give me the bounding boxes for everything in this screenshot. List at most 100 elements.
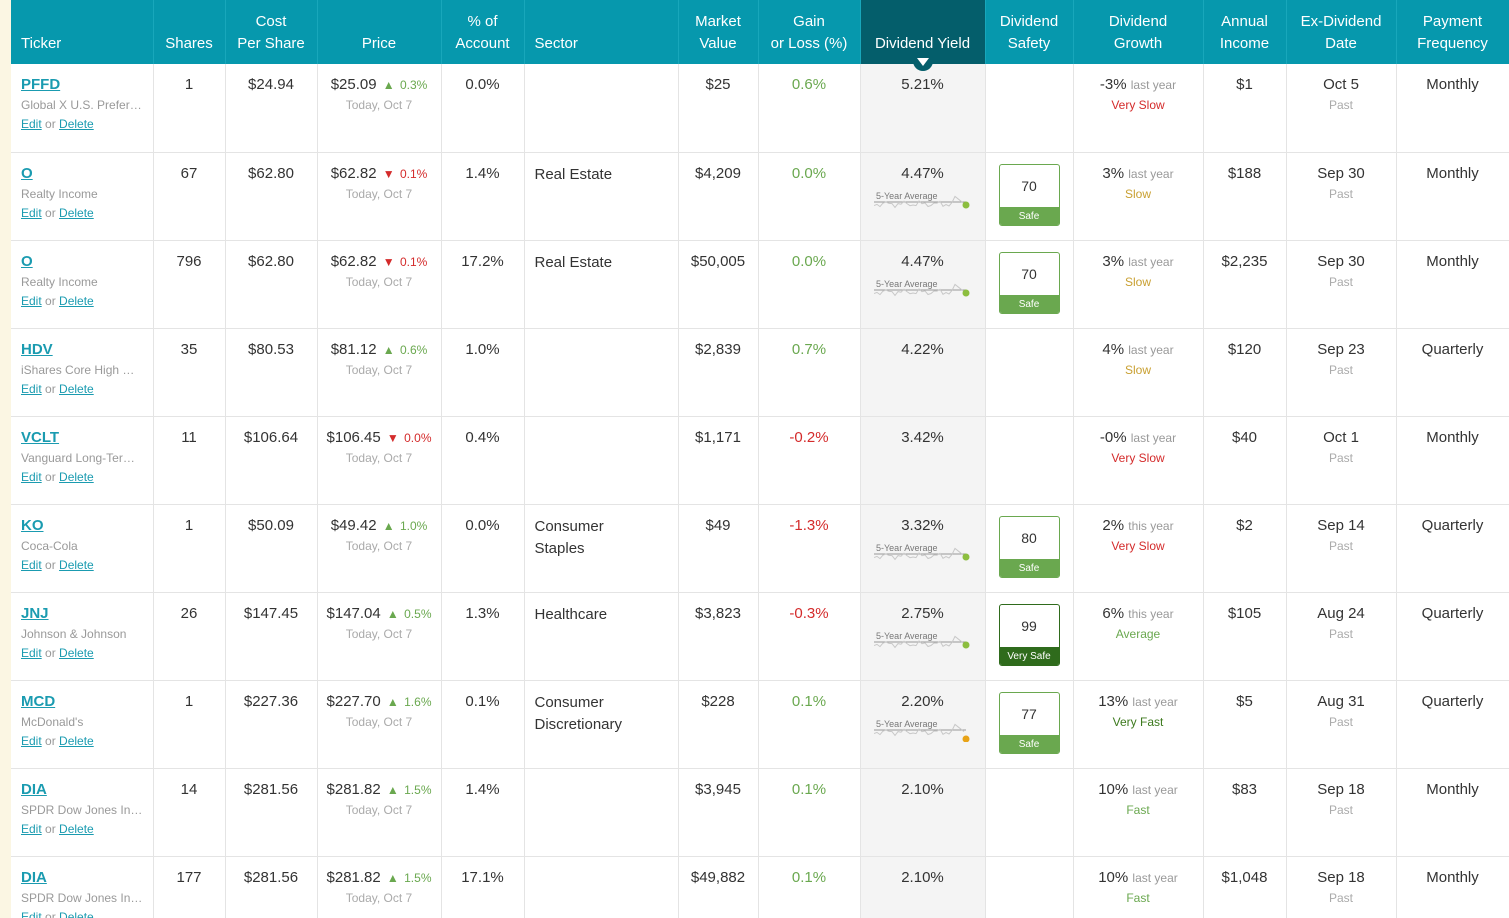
- price-change: 1.5%: [400, 782, 432, 797]
- column-header-exdiv[interactable]: Ex-Dividend Date: [1286, 0, 1397, 64]
- ticker-cell: DIA SPDR Dow Jones In… Edit or Delete: [11, 768, 154, 857]
- column-header-safety[interactable]: Dividend Safety: [985, 0, 1074, 64]
- edit-link[interactable]: Edit: [21, 909, 42, 918]
- ex-dividend-cell: Sep 30 Past: [1286, 240, 1397, 329]
- ticker-link[interactable]: VCLT: [21, 428, 60, 446]
- column-header-freq[interactable]: Payment Frequency: [1396, 0, 1509, 64]
- column-header-gain[interactable]: Gain or Loss (%): [758, 0, 861, 64]
- safety-score-badge[interactable]: 70 Safe: [998, 163, 1060, 226]
- edit-link[interactable]: Edit: [21, 293, 42, 308]
- edit-link[interactable]: Edit: [21, 645, 42, 660]
- delete-link[interactable]: Delete: [59, 205, 94, 220]
- ticker-link[interactable]: PFFD: [21, 76, 61, 93]
- ticker-link[interactable]: DIA: [21, 868, 47, 886]
- down-arrow-icon: ▼: [386, 430, 399, 445]
- ticker-link[interactable]: O: [21, 252, 33, 270]
- edit-link[interactable]: Edit: [21, 205, 42, 220]
- ex-dividend-cell: Sep 14 Past: [1286, 504, 1397, 593]
- price-line: $62.82 ▼ 0.1%: [322, 253, 437, 270]
- growth-period: last year: [1130, 78, 1177, 92]
- column-header-shares[interactable]: Shares: [153, 0, 226, 64]
- market-value-cell: $49,882: [678, 856, 759, 918]
- down-arrow-icon: ▼: [382, 166, 395, 181]
- growth-cell: 3% last year Slow: [1073, 240, 1204, 329]
- edit-link[interactable]: Edit: [21, 469, 42, 484]
- annual-income-cell: $2: [1203, 504, 1287, 593]
- growth-line: 4% last year: [1078, 341, 1199, 358]
- yield-cell: 3.32% 5-Year Average: [860, 504, 986, 593]
- delete-link[interactable]: Delete: [59, 293, 94, 308]
- company-name: SPDR Dow Jones In…: [21, 890, 143, 905]
- edit-link[interactable]: Edit: [21, 117, 42, 131]
- market-value-cell: $25: [678, 64, 759, 153]
- price-cell: $281.82 ▲ 1.5% Today, Oct 7: [317, 856, 442, 918]
- growth-period: this year: [1128, 518, 1174, 533]
- column-header-sector[interactable]: Sector: [524, 0, 679, 64]
- column-header-cost[interactable]: Cost Per Share: [225, 0, 318, 64]
- delete-link[interactable]: Delete: [59, 557, 94, 572]
- payment-frequency-cell: Quarterly: [1396, 680, 1509, 769]
- delete-link[interactable]: Delete: [59, 909, 94, 918]
- ticker-cell: O Realty Income Edit or Delete: [11, 240, 154, 329]
- delete-link[interactable]: Delete: [59, 733, 94, 748]
- column-header-mv[interactable]: Market Value: [678, 0, 759, 64]
- ticker-link[interactable]: MCD: [21, 692, 56, 710]
- ex-dividend-status: Past: [1328, 714, 1353, 729]
- yield-value: 4.22%: [901, 340, 944, 358]
- column-header-income[interactable]: Annual Income: [1203, 0, 1287, 64]
- safety-score-badge[interactable]: 80 Safe: [998, 515, 1060, 578]
- table-header-row: Ticker Shares Cost Per Share Price% of Accoun…: [11, 0, 1509, 71]
- column-header-growth[interactable]: Dividend Growth: [1073, 0, 1204, 64]
- delete-link[interactable]: Delete: [59, 381, 94, 396]
- price-date: Today, Oct 7: [345, 186, 413, 201]
- ex-dividend-date: Sep 18: [1317, 780, 1365, 798]
- delete-link[interactable]: Delete: [59, 821, 94, 836]
- edit-link[interactable]: Edit: [21, 557, 42, 572]
- price-value: $25.09: [330, 76, 381, 93]
- ticker-link[interactable]: JNJ: [21, 604, 49, 622]
- edit-link[interactable]: Edit: [21, 821, 42, 836]
- up-arrow-icon: ▲: [386, 782, 399, 797]
- row-actions: Edit or Delete: [21, 910, 149, 918]
- yield-sparkline: 5-Year Average: [873, 279, 969, 296]
- delete-link[interactable]: Delete: [59, 117, 94, 131]
- price-line: $106.45 ▼ 0.0%: [322, 429, 437, 446]
- safety-label: Very Safe: [999, 646, 1059, 665]
- ticker-link[interactable]: KO: [21, 516, 44, 534]
- svg-text:5-Year Average: 5-Year Average: [876, 543, 938, 553]
- growth-cell: 4% last year Slow: [1073, 328, 1204, 417]
- column-header-yield[interactable]: Dividend Yield: [860, 0, 986, 71]
- ticker-link[interactable]: HDV: [21, 340, 53, 358]
- account-pct-cell: 0.1%: [441, 680, 525, 769]
- yield-value: 4.47%: [901, 252, 944, 270]
- column-header-price[interactable]: Price: [317, 0, 442, 64]
- ticker-cell: O Realty Income Edit or Delete: [11, 152, 154, 241]
- ex-dividend-date: Sep 18: [1317, 868, 1365, 886]
- cost-cell: $62.80: [225, 152, 318, 241]
- ticker-cell: PFFD Global X U.S. Prefer… Edit or Delete: [11, 64, 154, 153]
- ticker-link[interactable]: DIA: [21, 780, 47, 798]
- growth-speed: Slow: [1124, 362, 1151, 377]
- safety-score-badge[interactable]: 77 Safe: [998, 691, 1060, 754]
- account-pct-cell: 1.0%: [441, 328, 525, 417]
- safety-cell: 70 Safe: [985, 240, 1074, 329]
- delete-link[interactable]: Delete: [59, 469, 94, 484]
- delete-link[interactable]: Delete: [59, 645, 94, 660]
- column-header-pct[interactable]: % of Account: [441, 0, 525, 64]
- growth-speed: Slow: [1124, 186, 1151, 201]
- price-cell: $62.82 ▼ 0.1% Today, Oct 7: [317, 240, 442, 329]
- edit-link[interactable]: Edit: [21, 381, 42, 396]
- edit-link[interactable]: Edit: [21, 733, 42, 748]
- market-value-cell: $4,209: [678, 152, 759, 241]
- gain-cell: 0.1%: [758, 856, 861, 918]
- growth-cell: 13% last year Very Fast: [1073, 680, 1204, 769]
- safety-score-badge[interactable]: 99 Very Safe: [998, 603, 1060, 666]
- ex-dividend-cell: Sep 30 Past: [1286, 152, 1397, 241]
- safety-score-badge[interactable]: 70 Safe: [998, 251, 1060, 314]
- price-line: $62.82 ▼ 0.1%: [322, 165, 437, 182]
- ticker-link[interactable]: O: [21, 164, 33, 182]
- safety-label: Safe: [999, 558, 1059, 577]
- sort-desc-icon[interactable]: [912, 51, 933, 71]
- column-header-ticker[interactable]: Ticker: [11, 0, 154, 64]
- safety-cell: [985, 64, 1074, 153]
